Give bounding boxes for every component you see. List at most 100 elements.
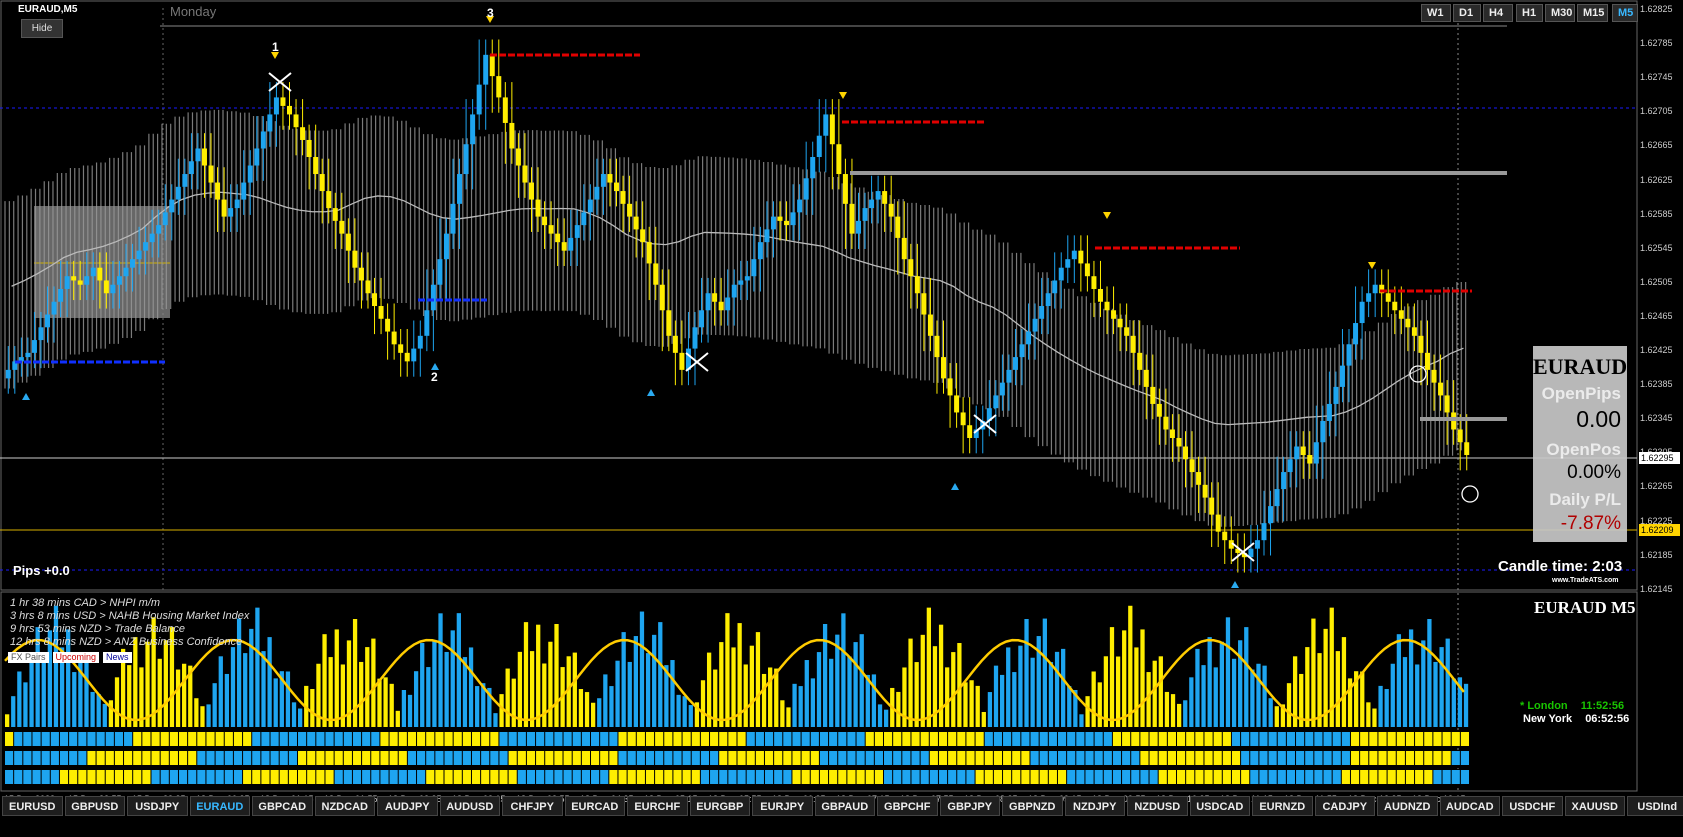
trend-row-cell (233, 770, 243, 784)
symbol-tab-nzdcad[interactable]: NZDCAD (314, 796, 375, 816)
symbol-tab-eurcad[interactable]: EURCAD (564, 796, 625, 816)
price-axis-label: 1.62185 (1640, 549, 1673, 560)
symbol-tab-xauusd[interactable]: XAUUSD (1564, 796, 1625, 816)
trend-row-cell (737, 770, 746, 784)
candle-body (542, 216, 548, 226)
symbol-tab-usdchf[interactable]: USDCHF (1502, 796, 1563, 816)
trend-row-cell (105, 732, 114, 746)
symbol-tab-audcad[interactable]: AUDCAD (1439, 796, 1500, 816)
trend-row-cell (838, 770, 847, 784)
trend-row-cell (700, 751, 710, 765)
symbol-tab-audnzd[interactable]: AUDNZD (1377, 796, 1438, 816)
symbol-tab-gbpaud[interactable]: GBPAUD (814, 796, 875, 816)
moving-average-line (11, 191, 1464, 426)
symbol-tab-gbpchf[interactable]: GBPCHF (877, 796, 938, 816)
price-axis-label: 1.62345 (1640, 413, 1673, 424)
symbol-tab-gbpnzd[interactable]: GBPNZD (1002, 796, 1063, 816)
buy-arrow (647, 389, 655, 396)
symbol-tab-gbpusd[interactable]: GBPUSD (64, 796, 125, 816)
open-pos-value: 0.00% (1567, 462, 1621, 483)
trend-row-cell (1167, 732, 1176, 746)
histogram-bar (157, 658, 162, 727)
histogram-bar (316, 663, 321, 727)
trend-row-cell (1360, 751, 1369, 765)
histogram-bar (902, 667, 907, 727)
trend-row-cell (417, 732, 426, 746)
timeframe-m15-button[interactable]: M15 (1577, 4, 1608, 22)
news-tab-upcoming[interactable]: Upcoming (52, 652, 100, 663)
trend-row-cell (1341, 770, 1350, 784)
trend-row-cell (417, 770, 426, 784)
symbol-tab-euraud[interactable]: EURAUD (189, 796, 250, 816)
symbol-tab-eurusd[interactable]: EURUSD (2, 796, 63, 816)
candle-body (391, 331, 397, 345)
histogram-bar (1360, 671, 1365, 727)
trend-row-cell (453, 770, 462, 784)
trend-row-cell (462, 751, 471, 765)
symbol-tab-chfjpy[interactable]: CHFJPY (502, 796, 563, 816)
trend-row-cell (1149, 751, 1158, 765)
candle-body (882, 191, 888, 204)
trend-row-cell (847, 751, 856, 765)
histogram-bar (1061, 648, 1066, 727)
symbol-tab-nzdjpy[interactable]: NZDJPY (1064, 796, 1125, 816)
news-tab-news[interactable]: News (103, 652, 132, 663)
trend-row-cell (600, 732, 609, 746)
timeframe-h4-button[interactable]: H4 (1483, 4, 1513, 22)
histogram-bar (346, 640, 352, 727)
candle-body (973, 429, 979, 438)
symbol-tab-audjpy[interactable]: AUDJPY (377, 796, 438, 816)
hide-button[interactable]: Hide (21, 19, 63, 38)
trend-row-cell (407, 732, 417, 746)
trend-row-cell (50, 751, 59, 765)
trend-row-cell (508, 732, 517, 746)
symbol-tab-audusd[interactable]: AUDUSD (439, 796, 500, 816)
timeframe-w1-button[interactable]: W1 (1421, 4, 1451, 22)
symbol-tab-cadjpy[interactable]: CADJPY (1314, 796, 1375, 816)
trend-row-cell (499, 732, 508, 746)
trend-row-cell (1332, 732, 1341, 746)
histogram-bar (1244, 627, 1249, 727)
trend-row-cell (133, 751, 142, 765)
timeframe-h1-button[interactable]: H1 (1516, 4, 1543, 22)
histogram-bar (11, 696, 16, 727)
histogram-bar (920, 634, 925, 727)
symbol-tab-eurjpy[interactable]: EURJPY (752, 796, 813, 816)
candle-body (1300, 446, 1306, 456)
histogram-bar (999, 674, 1005, 727)
histogram-bar (1317, 653, 1322, 727)
candle-body (156, 225, 162, 234)
symbol-tab-usdcad[interactable]: USDCAD (1189, 796, 1250, 816)
trend-row-cell (719, 751, 728, 765)
trend-row-cell (993, 732, 1003, 746)
news-tab-fx-pairs[interactable]: FX Pairs (8, 652, 49, 663)
trend-row-cell (325, 732, 334, 746)
candle-body (1339, 365, 1345, 387)
symbol-tab-usdjpy[interactable]: USDJPY (127, 796, 188, 816)
symbol-tab-eurchf[interactable]: EURCHF (627, 796, 688, 816)
candle-body (247, 165, 253, 183)
trend-row-cell (1424, 770, 1433, 784)
histogram-bar (1408, 629, 1414, 727)
histogram-bar (529, 651, 535, 727)
histogram-bar (517, 651, 523, 727)
timeframe-d1-button[interactable]: D1 (1453, 4, 1481, 22)
symbol-tab-eurnzd[interactable]: EURNZD (1252, 796, 1313, 816)
histogram-bar (395, 710, 400, 727)
symbol-tab-nzdusd[interactable]: NZDUSD (1127, 796, 1188, 816)
trend-row-cell (819, 751, 829, 765)
timeframe-m5-button[interactable]: M5 (1612, 4, 1638, 22)
symbol-tab-gbpcad[interactable]: GBPCAD (252, 796, 313, 816)
trend-row-cell (1286, 751, 1296, 765)
histogram-bar (493, 713, 498, 727)
symbol-tab-gbpjpy[interactable]: GBPJPY (939, 796, 1000, 816)
histogram-bar (456, 613, 461, 727)
buy-arrow (431, 363, 439, 370)
timeframe-m30-button[interactable]: M30 (1545, 4, 1575, 22)
symbol-tab-usdind[interactable]: USDInd (1627, 796, 1683, 816)
trend-row-cell (1048, 751, 1057, 765)
trend-row-cell (5, 770, 14, 784)
symbol-tab-eurgbp[interactable]: EURGBP (689, 796, 750, 816)
trend-row-cell (1048, 770, 1057, 784)
